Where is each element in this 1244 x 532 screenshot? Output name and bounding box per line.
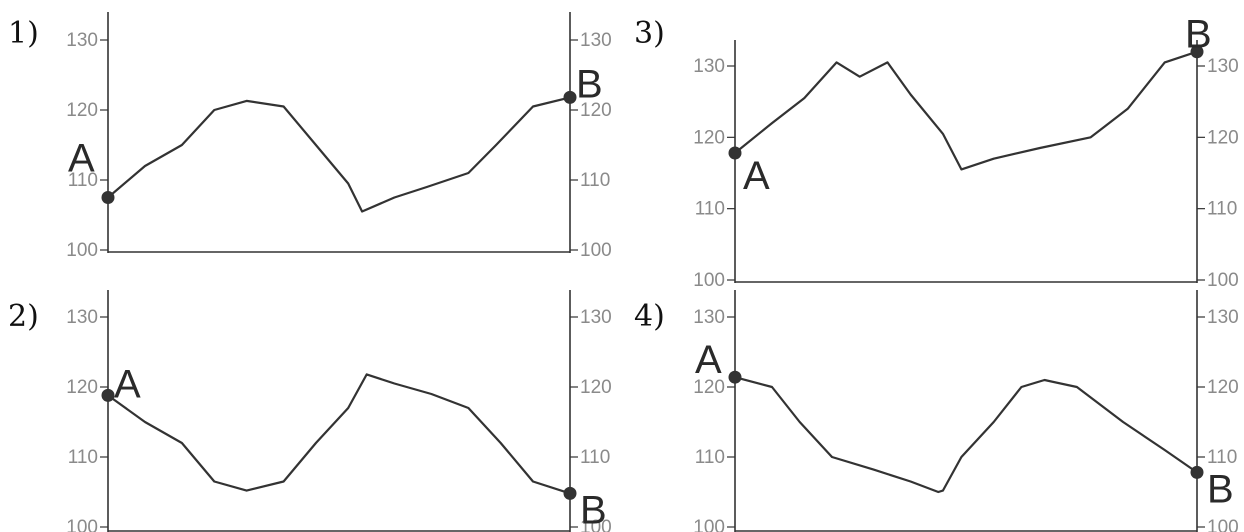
- left-tick-label: 120: [693, 377, 725, 398]
- elevation-profile-line: [106, 373, 572, 495]
- left-tick-label: 120: [66, 100, 98, 121]
- right-tick-label: 110: [1207, 447, 1237, 468]
- right-tick-label: 130: [1207, 56, 1239, 77]
- left-tick-label: 120: [66, 377, 98, 398]
- point-a-label: A: [695, 338, 722, 382]
- right-tick-label: 120: [580, 100, 612, 121]
- right-tick-label: 120: [1207, 127, 1239, 148]
- point-b-marker: [1190, 45, 1204, 59]
- point-b-marker: [563, 486, 577, 500]
- point-a-label: A: [114, 362, 141, 406]
- elevation-profile-line: [733, 50, 1199, 171]
- left-tick-label: 100: [693, 517, 725, 532]
- left-tick-label: 110: [68, 447, 98, 468]
- left-tick-label: 130: [66, 30, 98, 51]
- point-a-marker: [728, 370, 742, 384]
- point-b-marker: [1190, 465, 1204, 479]
- point-a-marker: [101, 388, 115, 402]
- panel-number: 1): [8, 16, 39, 51]
- right-tick-label: 130: [580, 307, 612, 328]
- left-tick-label: 100: [66, 240, 98, 261]
- right-tick-label: 110: [580, 447, 610, 468]
- left-tick-label: 110: [695, 447, 725, 468]
- left-tick-label: 100: [693, 270, 725, 291]
- panel-4: 4) 130 120 110 100 130 120 110 100 A B: [634, 290, 1239, 532]
- panel-2: 2) 130 120 110 100 130 120 110 100 A B: [8, 290, 612, 532]
- left-tick-label: 120: [693, 127, 725, 148]
- left-tick-label: 110: [695, 199, 725, 220]
- point-b-marker: [563, 90, 577, 104]
- right-tick-label: 120: [1207, 377, 1239, 398]
- right-tick-label: 100: [1207, 270, 1239, 291]
- right-tick-label: 100: [580, 517, 612, 532]
- point-b-label: B: [576, 62, 603, 106]
- right-tick-label: 110: [1207, 199, 1237, 220]
- right-tick-label: 110: [580, 170, 610, 191]
- elevation-profile-line: [106, 96, 572, 213]
- left-tick-label: 130: [66, 307, 98, 328]
- panel-number: 3): [634, 16, 665, 51]
- panel-number: 4): [634, 299, 665, 334]
- point-a-marker: [101, 191, 115, 204]
- left-tick-label: 110: [68, 170, 98, 191]
- right-tick-label: 130: [1207, 307, 1239, 328]
- panel-1: 1) 130 120 110 100 130 120 110 100 A B: [8, 12, 612, 261]
- point-b-label: B: [580, 488, 607, 532]
- elevation-profile-line: [733, 376, 1199, 494]
- point-b-label: B: [1185, 13, 1212, 57]
- right-tick-label: 100: [580, 240, 612, 261]
- panel-3: 3) 130 120 110 100 130 120 110 100 A B: [634, 13, 1239, 291]
- right-tick-label: 120: [580, 377, 612, 398]
- point-a-label: A: [68, 137, 95, 181]
- panel-number: 2): [8, 299, 39, 334]
- left-tick-label: 100: [66, 517, 98, 532]
- right-tick-label: 100: [1207, 517, 1239, 532]
- right-tick-label: 130: [580, 30, 612, 51]
- left-tick-label: 130: [693, 307, 725, 328]
- left-tick-label: 130: [693, 56, 725, 77]
- point-a-label: A: [743, 154, 770, 198]
- point-b-label: B: [1207, 467, 1234, 511]
- point-a-marker: [728, 146, 742, 160]
